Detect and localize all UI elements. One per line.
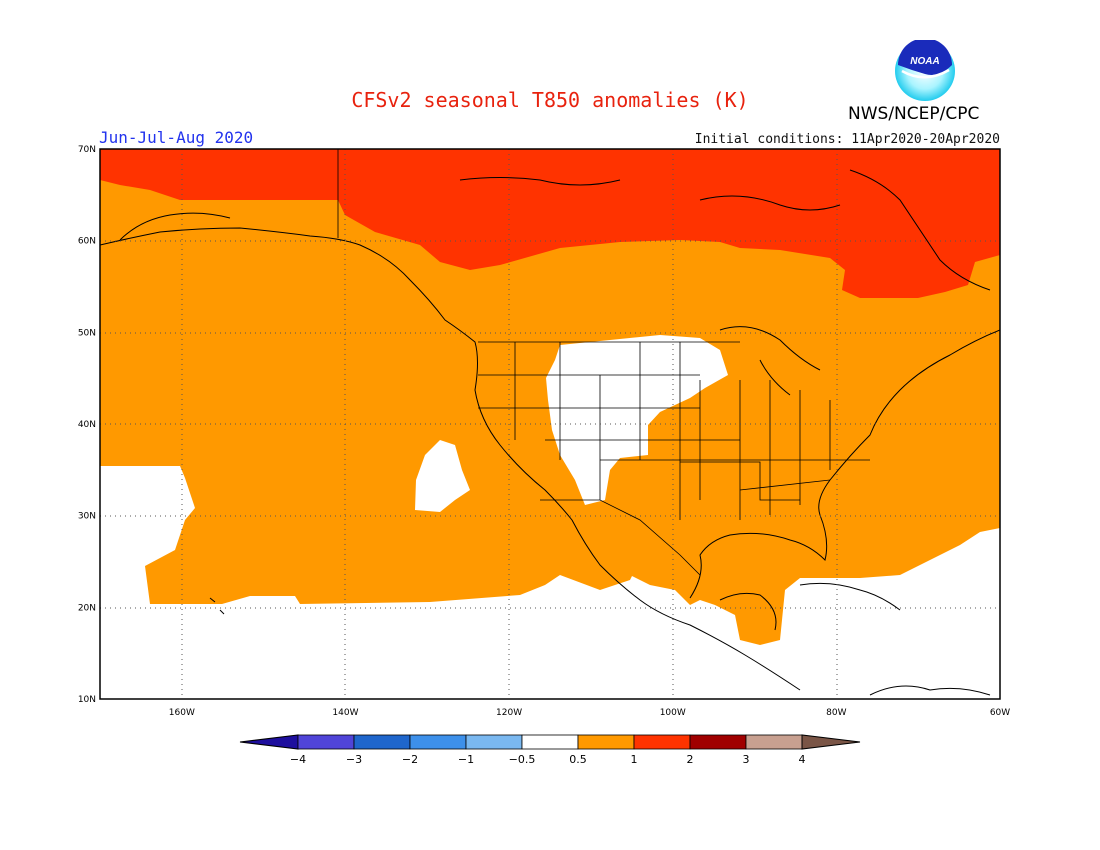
- lat-label: 50N: [78, 328, 96, 338]
- colorbar-tick-label: 2: [687, 753, 694, 766]
- lon-label: 100W: [660, 708, 686, 718]
- colorbar-swatch: [577, 734, 635, 750]
- map-title: CFSv2 seasonal T850 anomalies (K): [351, 88, 749, 112]
- neutral-blob-pacific: [415, 440, 470, 512]
- neutral-region-plains: [546, 335, 728, 505]
- lon-label: 60W: [990, 708, 1010, 718]
- lon-label: 120W: [496, 708, 522, 718]
- colorbar-tick-label: −3: [346, 753, 362, 766]
- colorbar-tick-label: 1: [631, 753, 638, 766]
- colorbar-swatch: [745, 734, 803, 750]
- coastlines: [100, 169, 1000, 696]
- colorbar-swatch: [465, 734, 523, 750]
- colorbar-tick-label: −4: [290, 753, 306, 766]
- lon-label: 80W: [826, 708, 846, 718]
- lat-label: 30N: [78, 512, 96, 522]
- lat-label: 70N: [78, 145, 96, 155]
- graticule: [100, 149, 1000, 699]
- lat-label: 40N: [78, 420, 96, 430]
- lon-label: 160W: [169, 708, 195, 718]
- colorbar-low-arrow: [239, 734, 299, 750]
- colorbar-high-arrow: [801, 734, 861, 750]
- forecast-period: Jun-Jul-Aug 2020: [99, 128, 254, 147]
- colorbar-swatch: [689, 734, 747, 750]
- logo-text: NOAA: [910, 56, 939, 67]
- initial-conditions: Initial conditions: 11Apr2020-20Apr2020: [694, 132, 1000, 147]
- anomaly-region-red: [100, 149, 1000, 298]
- lat-label: 60N: [78, 237, 96, 247]
- lat-label: 20N: [78, 603, 96, 613]
- map-frame: [99, 148, 1001, 700]
- colorbar-tick-label: 0.5: [569, 753, 587, 766]
- colorbar-swatch: [297, 734, 355, 750]
- colorbar-tick-label: 4: [799, 753, 806, 766]
- colorbar-tick-label: −2: [402, 753, 418, 766]
- lat-label: 10N: [78, 695, 96, 705]
- agency-label: NWS/NCEP/CPC: [848, 104, 980, 124]
- colorbar-swatch: [633, 734, 691, 750]
- colorbar-swatch: [409, 734, 467, 750]
- lon-label: 140W: [332, 708, 358, 718]
- colorbar-tick-label: −0.5: [509, 753, 536, 766]
- colorbar-tick-label: 3: [743, 753, 750, 766]
- noaa-logo: NOAA: [895, 40, 955, 101]
- colorbar-swatch: [521, 734, 579, 750]
- colorbar-swatch: [353, 734, 411, 750]
- political-borders: [337, 149, 870, 576]
- colorbar-tick-label: −1: [458, 753, 474, 766]
